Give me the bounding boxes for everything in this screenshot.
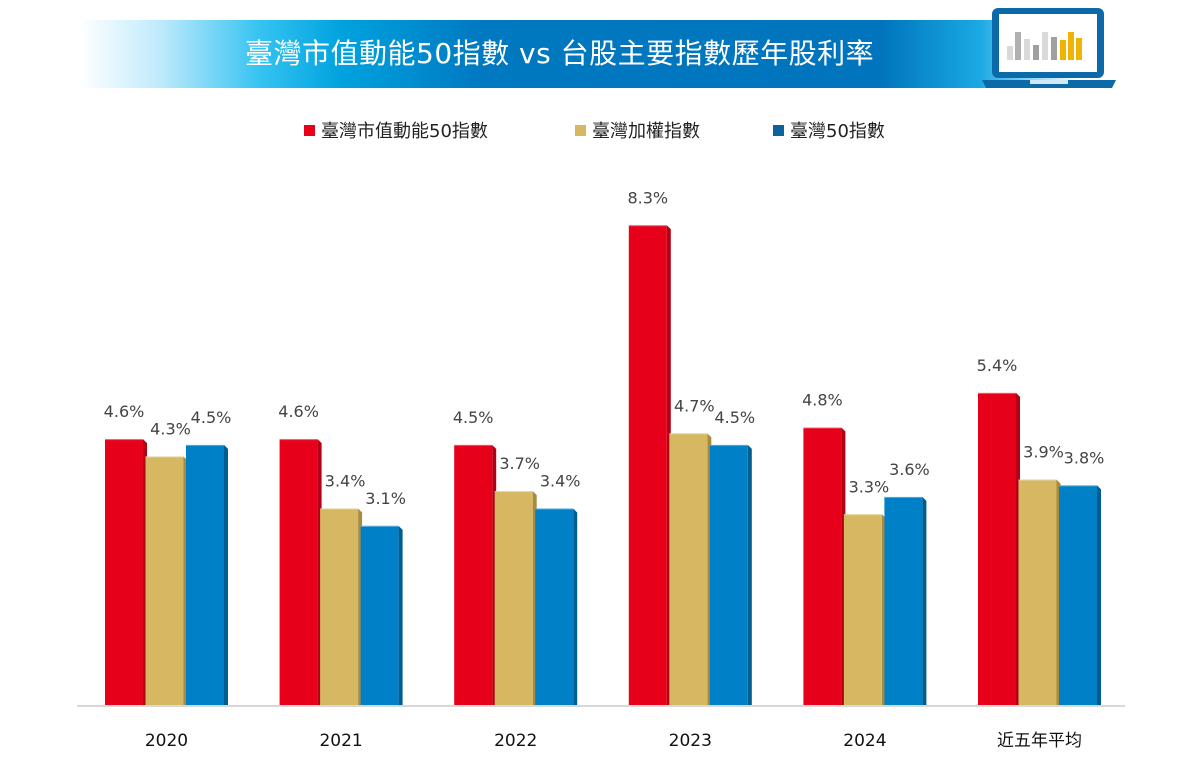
bar-side [224,444,228,705]
data-label: 4.5% [453,408,494,427]
data-label: 4.7% [674,396,715,415]
legend-item-series-0: 臺灣市值動能50指數 [304,118,488,146]
bar-2021-series-1 [320,508,359,705]
data-label: 3.8% [1064,448,1105,467]
title-banner [80,20,1080,88]
bar-2023-series-0 [628,225,667,705]
data-label: 4.6% [278,402,319,421]
bar-2020-series-2 [186,444,224,705]
bar-2020-series-1 [145,456,184,705]
data-label: 4.5% [714,408,755,427]
bar-side [398,525,403,705]
legend-label: 臺灣50指數 [790,121,885,142]
bar-近五年平均-series-1 [1018,479,1057,705]
data-label: 4.5% [191,408,232,427]
data-label: 8.3% [627,188,668,207]
legend-item-series-2: 臺灣50指數 [773,118,885,146]
bar-2022-series-2 [535,508,574,705]
data-label: 3.4% [325,471,366,490]
x-tick-label: 2020 [145,731,188,751]
bar-2024-series-1 [843,514,882,705]
bar-2021-series-0 [279,439,318,705]
bar-side [922,496,927,705]
chart-title: 臺灣市值動能50指數 vs 台股主要指數歷年股利率 [245,37,875,70]
data-label: 4.8% [802,391,843,410]
bar-2023-series-2 [709,444,748,705]
data-label: 3.4% [540,471,581,490]
bar-side [1097,485,1101,705]
legend-swatch-blue [773,124,784,136]
bar-2021-series-2 [360,525,399,705]
data-label: 3.9% [1023,443,1064,462]
data-label: 3.1% [365,489,406,508]
bar-近五年平均-series-2 [1059,485,1097,705]
bar-2022-series-0 [454,444,493,705]
x-tick-label: 2021 [319,731,362,751]
bar-2023-series-1 [669,433,708,705]
bar-2024-series-0 [803,427,842,705]
data-label: 3.6% [889,460,930,479]
data-label: 5.4% [977,356,1018,375]
bar-2022-series-1 [494,491,533,705]
legend-swatch-gold [575,124,586,136]
legend-swatch-red [304,124,315,136]
data-label: 3.3% [849,477,890,496]
x-tick-label: 2022 [494,731,537,751]
x-tick-label: 2023 [669,731,712,751]
data-label: 3.7% [499,454,540,473]
bar-2020-series-0 [105,439,143,705]
laptop-bar-chart-icon [982,8,1116,88]
bar-side [747,444,752,705]
x-tick-label: 2024 [843,731,886,751]
legend-label: 臺灣加權指數 [592,121,700,142]
x-tick-label: 近五年平均 [997,731,1082,751]
bar-2024-series-2 [884,496,923,705]
chart-legend: 臺灣市值動能50指數 臺灣加權指數 臺灣50指數 [0,118,1200,146]
bar-近五年平均-series-0 [978,392,1016,705]
data-label: 4.3% [150,419,191,438]
legend-item-series-1: 臺灣加權指數 [575,118,700,146]
data-label: 4.6% [104,402,145,421]
bar-side [573,508,578,705]
legend-label: 臺灣市值動能50指數 [321,121,488,142]
